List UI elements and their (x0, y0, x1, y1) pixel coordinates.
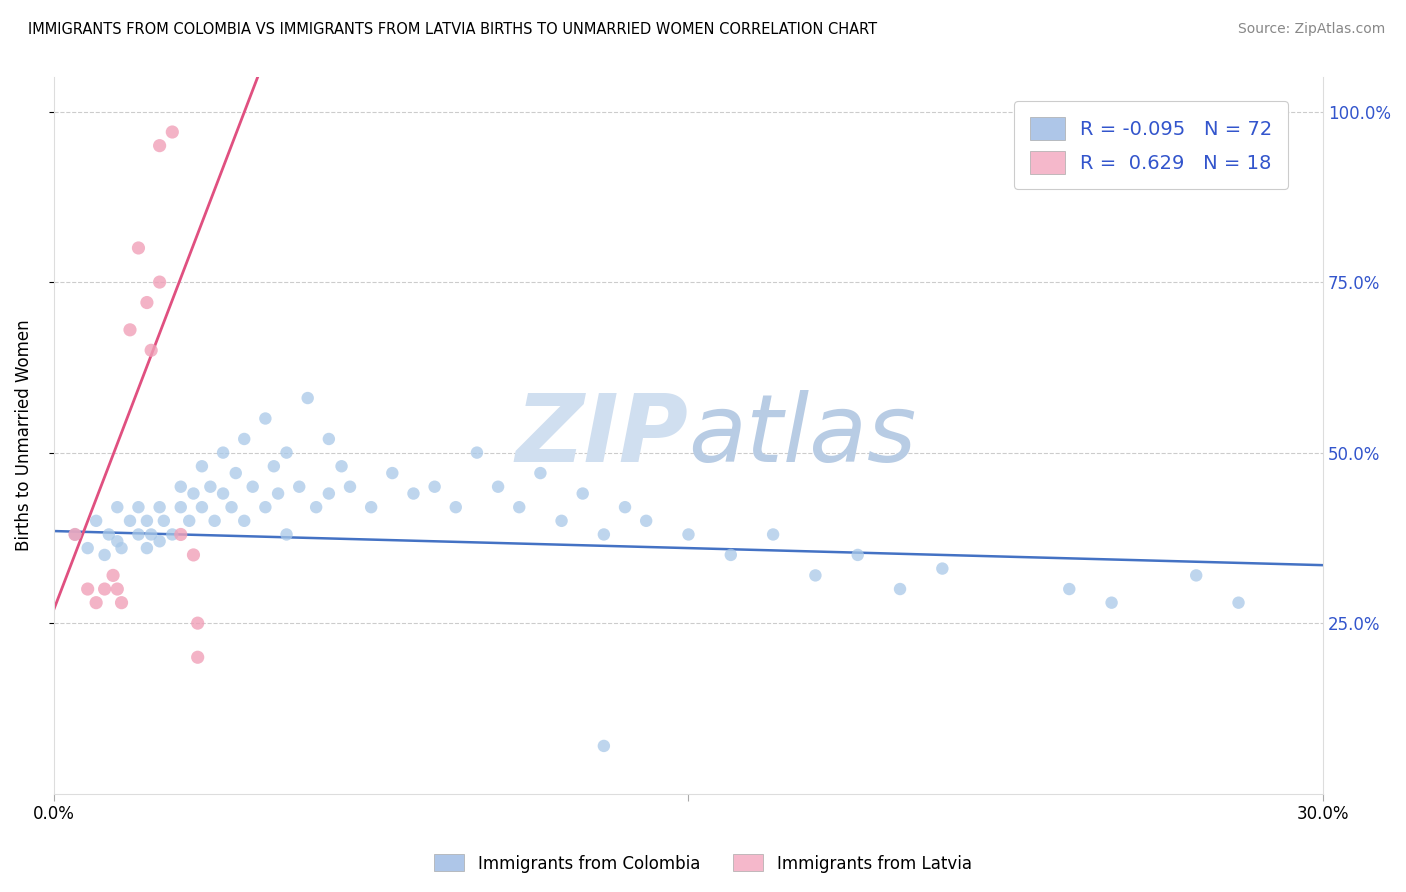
Point (135, 295, 157, 310)
Point (84, 514, 107, 528)
Point (804, 568, 827, 582)
Point (135, 514, 157, 528)
Text: IMMIGRANTS FROM COLOMBIA VS IMMIGRANTS FROM LATVIA BIRTHS TO UNMARRIED WOMEN COR: IMMIGRANTS FROM COLOMBIA VS IMMIGRANTS F… (28, 22, 877, 37)
Point (63, 527, 86, 541)
Point (191, 459, 214, 474)
Point (105, 582, 128, 596)
Point (242, 480, 264, 494)
Point (149, 138, 172, 153)
Legend: Immigrants from Colombia, Immigrants from Latvia: Immigrants from Colombia, Immigrants fro… (427, 847, 979, 880)
Point (288, 480, 311, 494)
Point (529, 466, 551, 480)
Y-axis label: Births to Unmarried Women: Births to Unmarried Women (15, 319, 32, 551)
Point (444, 500, 467, 515)
Point (127, 500, 149, 515)
Legend: R = -0.095   N = 72, R =  0.629   N = 18: R = -0.095 N = 72, R = 0.629 N = 18 (1014, 102, 1288, 189)
Point (141, 527, 163, 541)
Point (105, 534, 128, 549)
Point (423, 480, 446, 494)
Point (465, 445, 488, 459)
Point (846, 548, 869, 562)
Point (614, 500, 637, 515)
Point (170, 527, 193, 541)
Point (179, 514, 201, 528)
Point (135, 541, 157, 555)
Point (170, 480, 193, 494)
Point (276, 445, 298, 459)
Point (76, 582, 98, 596)
Point (191, 500, 214, 515)
Point (127, 241, 149, 255)
Point (276, 527, 298, 541)
Point (204, 514, 226, 528)
Point (297, 391, 319, 405)
Point (183, 486, 205, 500)
Point (97, 527, 120, 541)
Text: Source: ZipAtlas.com: Source: ZipAtlas.com (1237, 22, 1385, 37)
Point (402, 486, 425, 500)
Point (76, 541, 98, 555)
Point (233, 432, 256, 446)
Point (1227, 596, 1250, 610)
Point (678, 527, 700, 541)
Point (1185, 568, 1208, 582)
Point (84, 596, 107, 610)
Point (1101, 596, 1123, 610)
Point (200, 480, 222, 494)
Point (93, 582, 115, 596)
Point (762, 527, 785, 541)
Point (170, 500, 193, 515)
Point (550, 514, 572, 528)
Point (339, 480, 361, 494)
Point (118, 514, 141, 528)
Point (571, 486, 593, 500)
Point (267, 486, 290, 500)
Point (162, 125, 184, 139)
Point (118, 323, 141, 337)
Point (149, 534, 172, 549)
Point (149, 500, 172, 515)
Point (381, 466, 404, 480)
Point (221, 500, 243, 515)
Point (110, 596, 132, 610)
Point (63, 527, 86, 541)
Point (254, 500, 277, 515)
Point (360, 500, 382, 515)
Point (162, 527, 184, 541)
Point (254, 411, 277, 425)
Point (486, 480, 509, 494)
Text: ZIP: ZIP (516, 390, 689, 482)
Point (153, 514, 176, 528)
Point (187, 616, 209, 631)
Point (889, 582, 911, 596)
Point (1059, 582, 1081, 596)
Point (141, 343, 163, 358)
Point (233, 514, 256, 528)
Point (592, 739, 614, 753)
Point (592, 527, 614, 541)
Point (636, 514, 658, 528)
Point (212, 486, 235, 500)
Point (212, 445, 235, 459)
Point (330, 459, 353, 474)
Point (720, 548, 742, 562)
Point (187, 650, 209, 665)
Point (183, 548, 205, 562)
Point (318, 486, 340, 500)
Point (110, 541, 132, 555)
Point (105, 500, 128, 515)
Point (127, 527, 149, 541)
Point (149, 275, 172, 289)
Point (93, 548, 115, 562)
Point (508, 500, 530, 515)
Point (305, 500, 328, 515)
Point (263, 459, 285, 474)
Point (318, 432, 340, 446)
Point (101, 568, 124, 582)
Point (225, 466, 247, 480)
Text: atlas: atlas (689, 390, 917, 481)
Point (931, 561, 953, 575)
